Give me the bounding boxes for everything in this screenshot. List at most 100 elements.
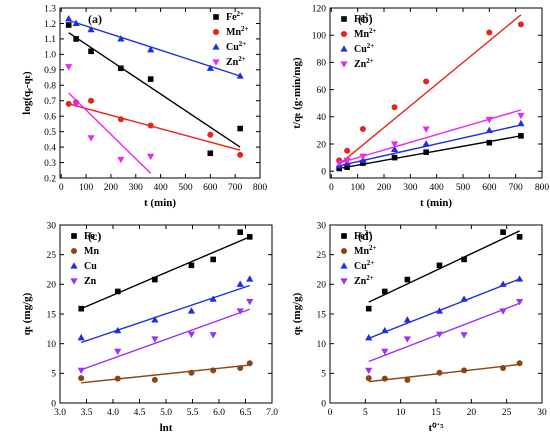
- x-tick-label: 500: [178, 183, 193, 193]
- x-axis-label: lnt: [160, 422, 173, 434]
- y-tick-label: 30: [317, 221, 327, 231]
- data-point-fe: [118, 65, 124, 72]
- data-point-fe: [516, 234, 523, 240]
- x-tick-label: 5: [363, 408, 368, 418]
- fit-line-mn: [338, 14, 522, 165]
- y-tick-label: 0: [321, 168, 326, 178]
- legend-superscript: 2+: [366, 274, 374, 282]
- legend-marker-mn: [341, 248, 347, 254]
- y-tick-label: 15: [47, 310, 57, 320]
- x-tick-label: 6.0: [213, 408, 225, 418]
- data-point-mn: [188, 369, 195, 376]
- y-tick-label: 1.3: [44, 4, 56, 14]
- data-point-zn: [381, 348, 389, 356]
- data-point-zn: [390, 141, 399, 148]
- data-point-mn: [210, 367, 217, 374]
- data-point-cu: [147, 45, 155, 53]
- y-tick-label: 100: [312, 32, 327, 42]
- y-axis-label: log(qₑ-qₜ): [21, 71, 33, 115]
- data-point-fe: [207, 150, 214, 157]
- data-point-zn: [72, 101, 80, 108]
- data-point-zn: [460, 332, 468, 339]
- x-tick-label: 4.5: [134, 408, 146, 418]
- data-point-cu: [151, 316, 159, 323]
- plot-frame: [59, 7, 261, 179]
- legend-superscript: 2+: [365, 229, 373, 237]
- legend-marker-mn: [341, 31, 347, 37]
- data-point-fe: [114, 288, 121, 295]
- y-tick-label: 20: [317, 281, 327, 291]
- data-point-fe: [436, 262, 443, 269]
- x-tick-label: 500: [456, 183, 471, 193]
- legend-superscript: 2+: [369, 244, 377, 252]
- data-point-fe: [147, 76, 154, 82]
- y-tick-label: 80: [317, 59, 327, 69]
- y-tick-label: 5: [51, 370, 56, 380]
- y-axis-label: qₜ (mg/g): [291, 292, 303, 335]
- fit-line-zn: [68, 92, 152, 174]
- y-tick-label: 0.8: [44, 82, 56, 92]
- data-point-cu: [209, 295, 217, 302]
- data-point-zn: [517, 112, 525, 120]
- data-point-cu: [403, 316, 411, 323]
- data-point-cu: [117, 35, 125, 42]
- panel-label: (b): [358, 12, 373, 26]
- chart-panel-a: 0 100 200 300 400 500 600 700 800 0.2 0.3 0.4 0.5 0.6…: [21, 4, 267, 209]
- legend-superscript: 2+: [369, 27, 377, 35]
- data-point-cu: [236, 280, 244, 287]
- data-point-fe: [65, 22, 72, 28]
- x-axis-label: t (min): [144, 197, 176, 209]
- data-point-mn: [207, 131, 214, 138]
- data-point-fe: [518, 133, 524, 139]
- x-tick-label: 400: [430, 183, 445, 193]
- data-point-mn: [359, 126, 366, 133]
- y-tick-label: 120: [312, 4, 327, 14]
- data-point-zn: [117, 156, 125, 164]
- data-point-zn: [77, 367, 85, 375]
- data-point-mn: [78, 375, 85, 382]
- fit-line-fe: [368, 230, 520, 303]
- legend-marker-fe: [213, 14, 219, 20]
- x-tick-label: 3.5: [81, 408, 93, 418]
- data-point-cu: [435, 307, 444, 314]
- y-tick-label: 1.0: [44, 51, 56, 61]
- y-tick-label: 30: [47, 221, 57, 231]
- x-tick-label: 10: [396, 408, 406, 418]
- x-tick-label: 600: [482, 183, 497, 193]
- legend-superscript: 2+: [365, 12, 373, 20]
- data-point-zn: [335, 160, 343, 167]
- data-point-zn: [187, 331, 196, 338]
- y-tick-label: 20: [317, 140, 327, 150]
- y-tick-label: 0: [51, 399, 56, 409]
- data-point-mn: [151, 376, 158, 383]
- data-point-mn: [246, 360, 253, 367]
- data-point-zn: [485, 116, 493, 124]
- data-point-cu: [87, 25, 95, 33]
- legend-superscript: 2+: [241, 25, 249, 33]
- data-point-fe: [73, 36, 79, 42]
- legend-superscript: 2+: [367, 42, 375, 50]
- legend-superscript: 2+: [367, 259, 375, 267]
- x-tick-label: 800: [535, 183, 550, 193]
- panel-label: (a): [88, 12, 102, 26]
- data-point-mn: [65, 100, 72, 107]
- data-point-cu: [381, 326, 389, 334]
- y-tick-label: 0.6: [44, 112, 56, 122]
- data-point-fe: [246, 234, 253, 240]
- x-tick-label: 700: [228, 183, 243, 193]
- y-tick-label: 1.2: [44, 20, 56, 30]
- x-tick-label: 600: [203, 183, 218, 193]
- y-tick-label: 0.3: [44, 159, 56, 169]
- x-tick-label: 4.0: [107, 408, 119, 418]
- x-tick-label: 20: [467, 408, 477, 418]
- x-tick-label: 6.5: [240, 408, 252, 418]
- data-point-zn: [359, 153, 367, 161]
- x-tick-label: 25: [502, 408, 512, 418]
- data-point-mn: [114, 375, 121, 382]
- data-point-cu: [499, 280, 507, 287]
- x-tick-label: 0: [329, 183, 334, 193]
- data-point-mn: [381, 375, 388, 382]
- legend-marker-zn: [340, 61, 348, 68]
- panel-label: (c): [88, 229, 101, 243]
